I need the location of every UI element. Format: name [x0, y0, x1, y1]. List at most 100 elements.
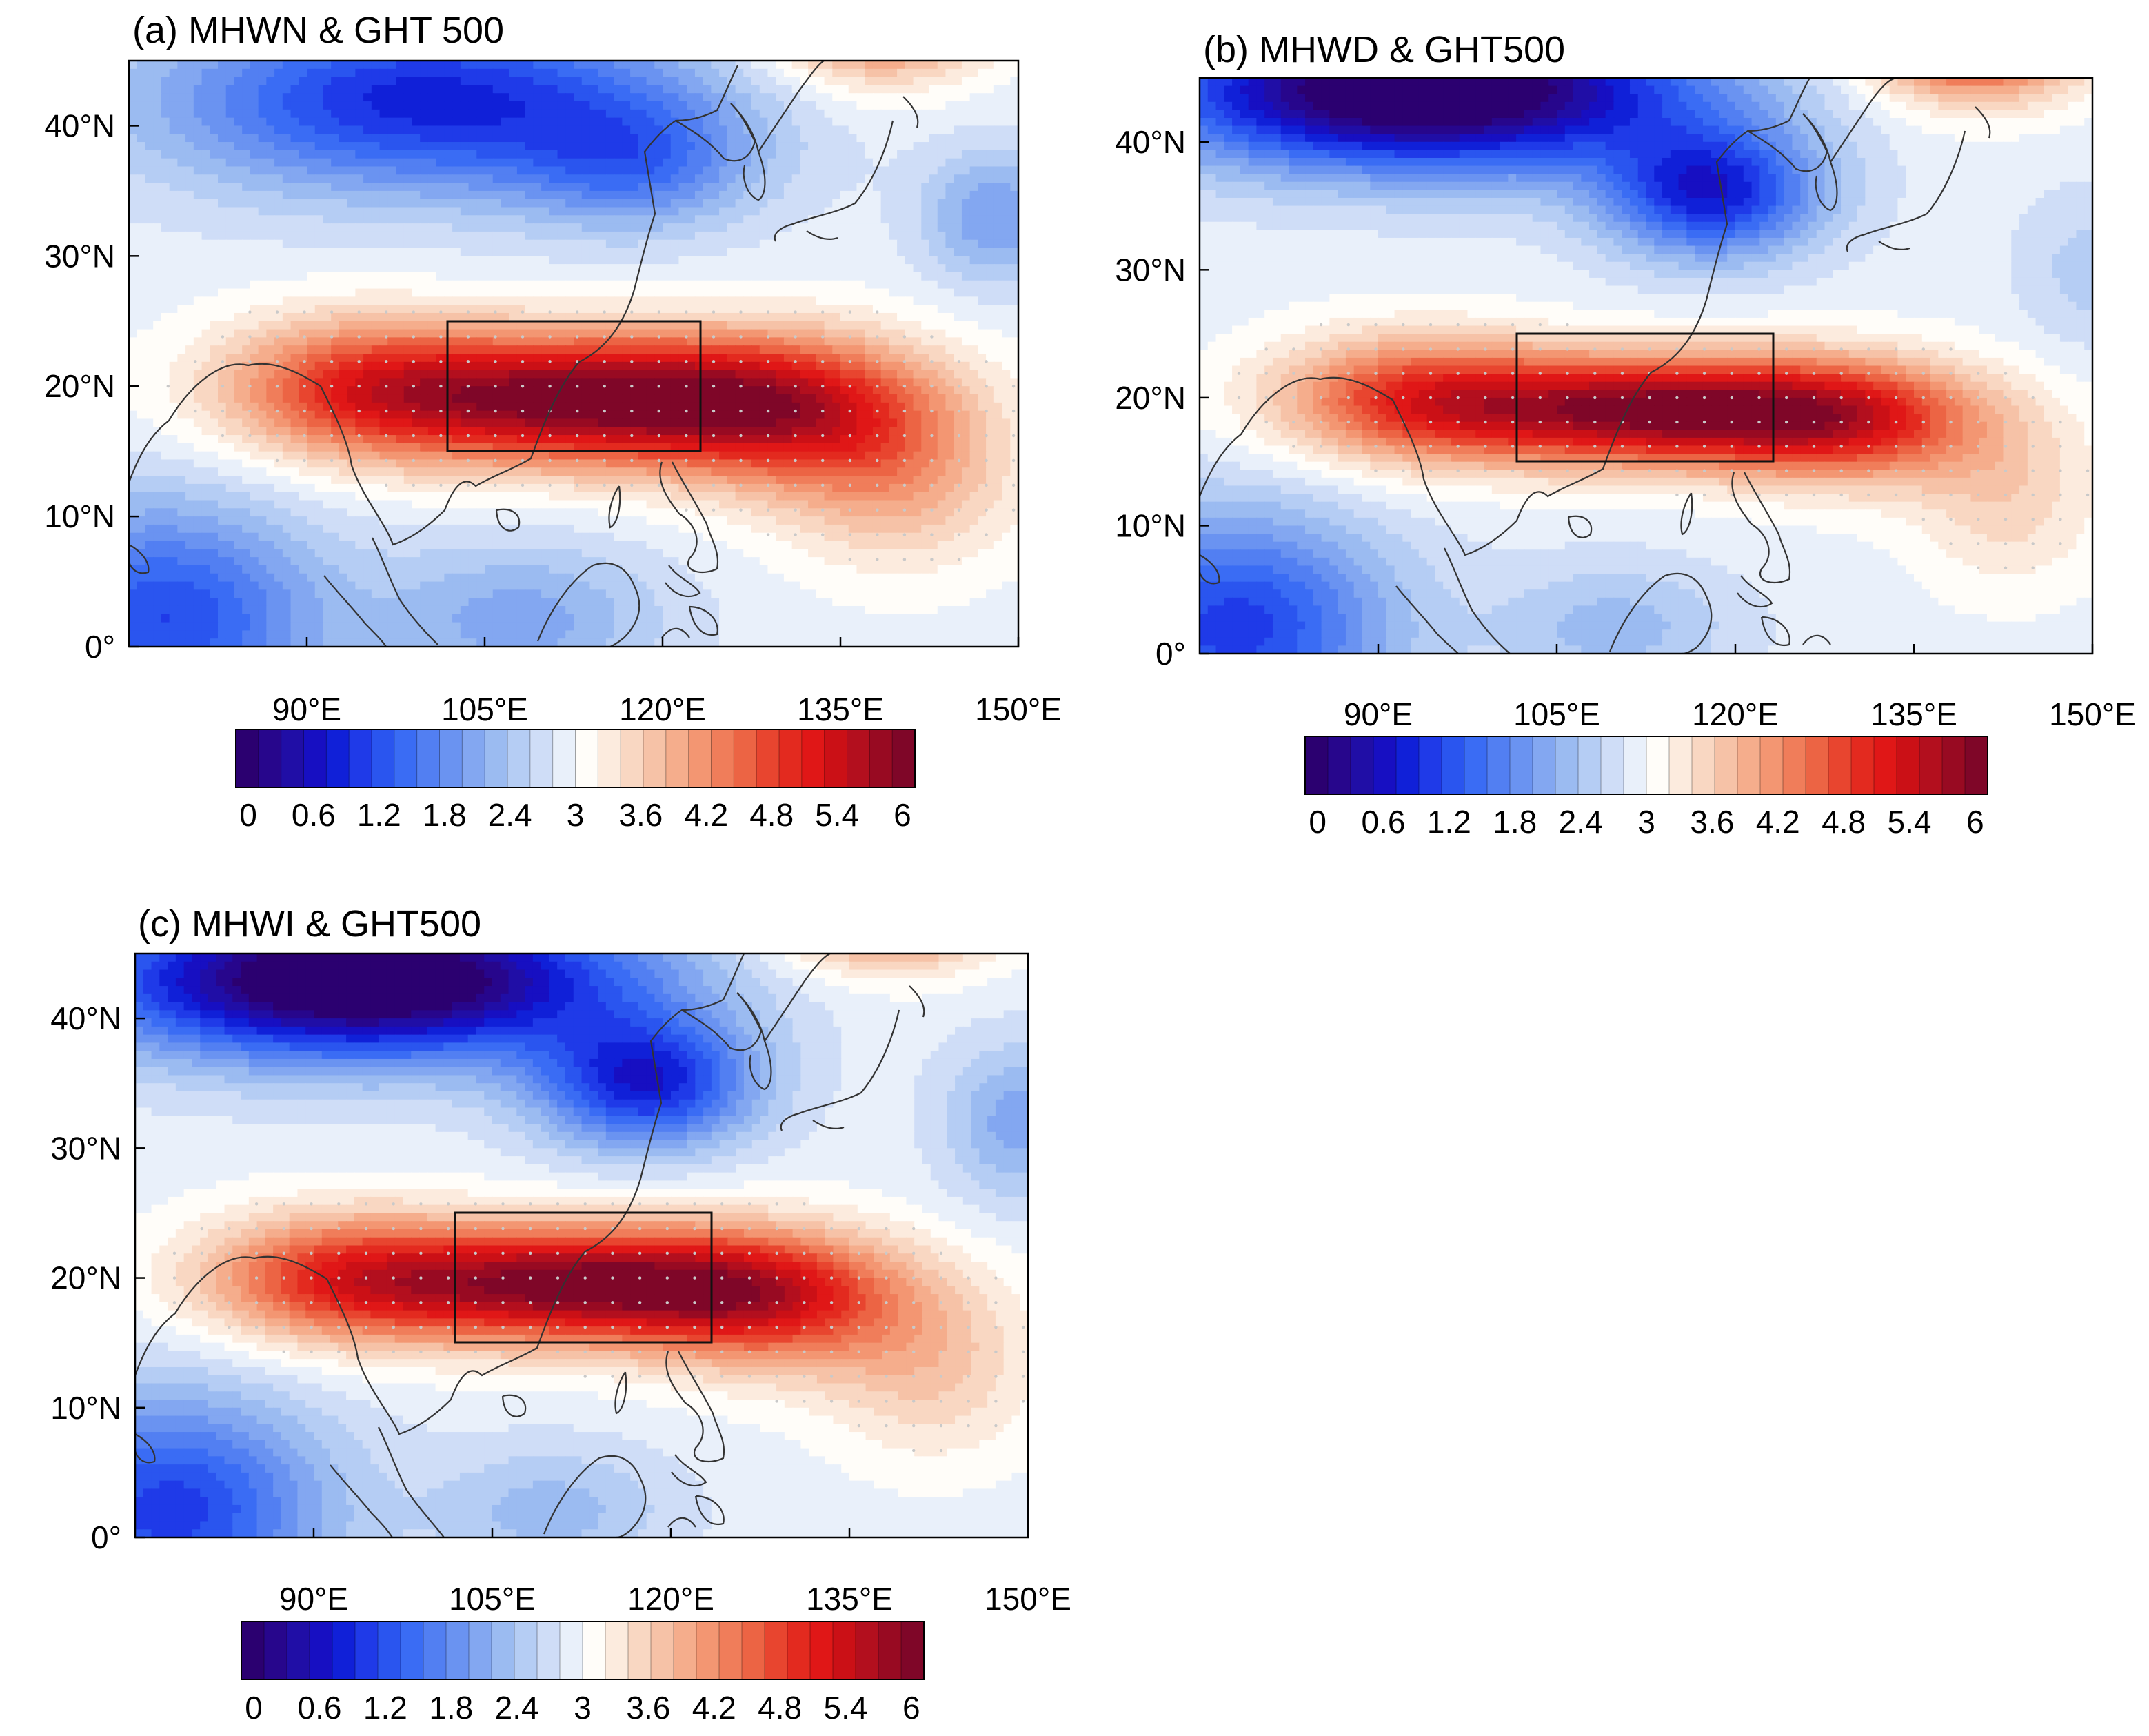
field-cell	[331, 402, 340, 412]
field-cell	[986, 231, 995, 241]
field-cell	[307, 174, 316, 183]
field-cell	[969, 199, 979, 208]
field-cell	[913, 280, 922, 290]
field-cell	[800, 183, 809, 192]
field-cell	[921, 354, 930, 363]
field-cell	[339, 272, 348, 281]
field-cell	[161, 68, 170, 78]
field-cell	[743, 296, 752, 305]
field-cell	[234, 215, 243, 224]
field-cell	[533, 215, 542, 224]
field-cell	[242, 248, 251, 257]
field-cell	[314, 207, 324, 216]
field-cell	[420, 68, 429, 78]
field-cell	[258, 93, 268, 102]
field-cell	[169, 183, 179, 192]
field-cell	[832, 248, 841, 257]
field-cell	[250, 296, 259, 305]
field-cell	[767, 312, 776, 322]
field-cell	[783, 312, 793, 322]
field-cell	[589, 190, 598, 200]
field-cell	[444, 248, 453, 257]
field-cell	[800, 264, 809, 273]
field-cell	[1002, 410, 1011, 420]
field-cell	[711, 125, 720, 135]
field-cell	[468, 312, 478, 322]
field-cell	[444, 418, 453, 428]
field-cell	[282, 61, 292, 70]
field-cell	[234, 85, 243, 94]
field-cell	[307, 296, 316, 305]
field-cell	[476, 199, 485, 208]
field-cell	[314, 280, 324, 290]
field-cell	[832, 312, 841, 322]
field-cell	[663, 256, 672, 265]
field-cell	[905, 248, 914, 257]
field-cell	[816, 337, 825, 346]
field-cell	[832, 93, 841, 102]
field-cell	[509, 158, 518, 168]
field-cell	[250, 125, 259, 135]
field-cell	[347, 199, 356, 208]
field-cell	[638, 223, 647, 232]
field-cell	[670, 296, 680, 305]
field-cell	[436, 305, 445, 314]
field-cell	[363, 418, 372, 428]
field-cell	[800, 174, 809, 183]
field-cell	[557, 321, 567, 330]
field-cell	[694, 223, 704, 232]
field-cell	[767, 109, 776, 119]
field-cell	[824, 305, 834, 314]
field-cell	[824, 101, 834, 110]
field-cell	[225, 134, 235, 143]
field-cell	[670, 337, 680, 346]
field-cell	[549, 329, 558, 339]
field-cell	[816, 264, 825, 273]
field-cell	[266, 239, 275, 249]
field-cell	[412, 142, 421, 151]
field-cell	[856, 166, 865, 176]
field-cell	[307, 77, 316, 86]
field-cell	[509, 77, 518, 86]
field-cell	[509, 150, 518, 159]
field-cell	[654, 109, 663, 119]
field-cell	[954, 296, 962, 305]
field-cell	[969, 248, 979, 257]
field-cell	[816, 248, 825, 257]
field-cell	[379, 256, 389, 265]
field-cell	[468, 418, 478, 428]
field-cell	[468, 378, 478, 387]
field-cell	[727, 329, 736, 339]
field-cell	[452, 61, 461, 70]
field-cell	[363, 223, 372, 232]
field-cell	[460, 85, 470, 94]
field-cell	[225, 231, 235, 241]
field-cell	[201, 61, 211, 70]
field-cell	[905, 378, 914, 387]
field-cell	[776, 386, 785, 395]
field-cell	[129, 248, 138, 257]
field-cell	[242, 337, 251, 346]
field-cell	[889, 85, 898, 94]
field-cell	[703, 378, 712, 387]
field-cell	[880, 329, 890, 339]
field-cell	[145, 215, 154, 224]
field-cell	[751, 61, 760, 70]
field-cell	[129, 264, 138, 273]
field-cell	[913, 394, 922, 403]
field-cell	[622, 174, 631, 183]
field-cell	[444, 199, 453, 208]
field-cell	[735, 378, 745, 387]
field-cell	[993, 174, 1003, 183]
field-cell	[589, 272, 598, 281]
field-cell	[153, 264, 162, 273]
field-cell	[339, 199, 348, 208]
field-cell	[299, 361, 307, 371]
field-cell	[848, 158, 858, 168]
field-cell	[872, 109, 882, 119]
field-cell	[832, 410, 841, 420]
field-cell	[137, 378, 146, 387]
field-cell	[694, 101, 704, 110]
field-cell	[719, 215, 728, 224]
field-cell	[759, 117, 769, 127]
